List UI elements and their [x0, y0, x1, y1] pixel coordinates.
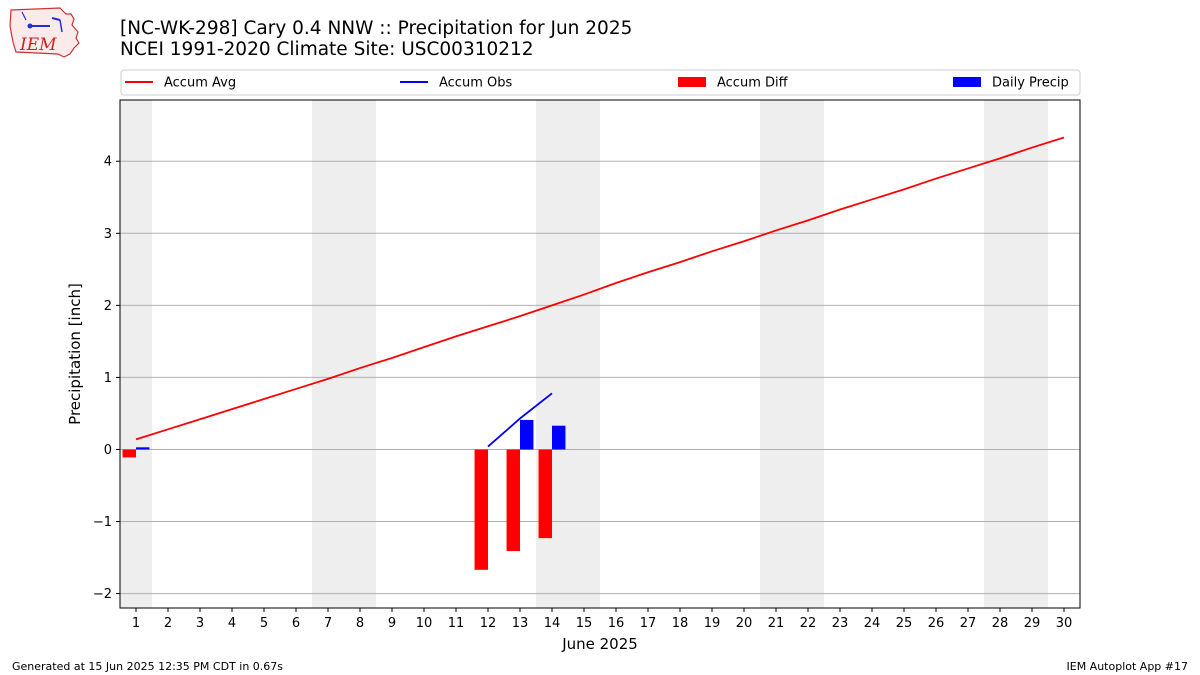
y-tick-label: 3 [104, 227, 112, 242]
x-axis-label: June 2025 [561, 635, 638, 653]
footer-generated: Generated at 15 Jun 2025 12:35 PM CDT in… [12, 660, 284, 673]
x-tick-label: 1 [132, 616, 140, 631]
x-tick-label: 7 [324, 616, 332, 631]
legend: Accum Avg Accum Obs Accum Diff Daily Precip [120, 69, 1081, 96]
legend-label: Accum Obs [439, 76, 512, 91]
chart-subtitle: NCEI 1991-2020 Climate Site: USC00310212 [120, 39, 534, 60]
x-tick-label: 30 [1056, 616, 1073, 631]
chart-title: [NC-WK-298] Cary 0.4 NNW :: Precipitatio… [120, 18, 633, 39]
accum-obs-line [487, 392, 553, 448]
y-tick-label: −2 [93, 587, 112, 602]
x-axis: 1 2 3 4 5 6 7 8 9 10 11 12 13 14 15 16 17 18 19 20 21 22 23 24 2… [132, 608, 1072, 631]
x-tick-label: 15 [576, 616, 593, 631]
plot-frame [119, 99, 1081, 609]
iem-logo: IEM [8, 6, 80, 62]
y-tick-label: 2 [104, 299, 112, 314]
grid-lines [120, 160, 1080, 595]
daily-precip-bar [552, 425, 566, 450]
legend-swatch [678, 77, 706, 87]
series-lines [135, 136, 1065, 448]
y-tick-label: 4 [104, 155, 112, 170]
accum-diff-bar [538, 449, 552, 539]
x-tick-label: 16 [608, 616, 625, 631]
x-tick-label: 21 [768, 616, 785, 631]
x-tick-label: 20 [736, 616, 753, 631]
x-tick-label: 2 [164, 616, 172, 631]
x-tick-label: 28 [992, 616, 1009, 631]
x-tick-label: 3 [196, 616, 204, 631]
y-tick-label: −1 [93, 515, 112, 530]
legend-label: Daily Precip [992, 76, 1069, 91]
accum-diff-bar [474, 449, 488, 570]
weekend-band [312, 100, 344, 608]
x-tick-label: 9 [388, 616, 396, 631]
y-tick-label: 0 [104, 443, 112, 458]
legend-label: Accum Diff [717, 76, 789, 91]
logo-text: IEM [19, 35, 57, 55]
x-tick-label: 26 [928, 616, 945, 631]
legend-label: Accum Avg [164, 76, 236, 91]
x-tick-label: 12 [480, 616, 497, 631]
x-tick-label: 6 [292, 616, 300, 631]
legend-box [120, 69, 1081, 96]
x-tick-label: 14 [544, 616, 561, 631]
x-tick-label: 5 [260, 616, 268, 631]
accum-diff-bar [506, 449, 520, 552]
weekend-band [792, 100, 824, 608]
weekend-band [760, 100, 792, 608]
x-tick-label: 19 [704, 616, 721, 631]
x-tick-label: 27 [960, 616, 977, 631]
y-tick-label: 1 [104, 371, 112, 386]
x-tick-label: 10 [416, 616, 433, 631]
weekend-band [568, 100, 600, 608]
x-tick-label: 29 [1024, 616, 1041, 631]
weekend-band [984, 100, 1016, 608]
x-tick-label: 22 [800, 616, 817, 631]
chart-title-block: [NC-WK-298] Cary 0.4 NNW :: Precipitatio… [120, 18, 632, 60]
daily-precip-bar [136, 447, 150, 450]
bars [122, 419, 566, 570]
x-tick-label: 23 [832, 616, 849, 631]
x-tick-label: 24 [864, 616, 881, 631]
x-tick-label: 17 [640, 616, 657, 631]
x-tick-label: 11 [448, 616, 465, 631]
weekend-band [120, 100, 152, 608]
weekend-shading [120, 100, 1048, 608]
y-axis: −2 −1 0 1 2 3 4 [93, 155, 120, 602]
footer-app: IEM Autoplot App #17 [1066, 660, 1189, 673]
x-tick-label: 4 [228, 616, 236, 631]
x-tick-label: 25 [896, 616, 913, 631]
weekend-band [1016, 100, 1048, 608]
accum-diff-bar [122, 449, 136, 458]
weekend-band [344, 100, 376, 608]
legend-swatch [953, 77, 981, 87]
y-axis-label: Precipitation [inch] [66, 283, 84, 425]
x-tick-label: 8 [356, 616, 364, 631]
x-tick-label: 13 [512, 616, 529, 631]
accum-avg-line [135, 136, 1065, 441]
precipitation-chart: 1 2 3 4 5 6 7 8 9 10 11 12 13 14 15 16 17 18 19 20 21 22 23 24 2… [66, 69, 1081, 653]
daily-precip-bar [520, 419, 534, 450]
x-tick-label: 18 [672, 616, 689, 631]
